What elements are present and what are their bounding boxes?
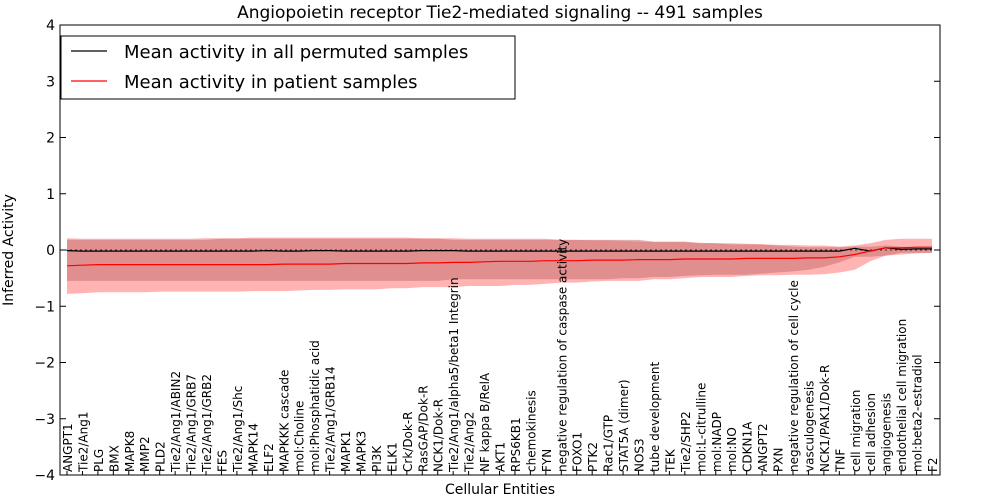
x-tick-label: ANGPT2 (756, 423, 770, 472)
x-tick-label: ELF2 (262, 443, 276, 472)
x-tick-label: Tie2/Ang1/GRB7 (185, 374, 199, 473)
x-tick-label: vasculogenesis (802, 381, 816, 472)
x-tick-label: NCK1/PAK1/Dok-R (818, 365, 832, 472)
x-tick-label: cell migration (849, 390, 863, 472)
x-tick-label: mol:beta2-estradiol (911, 354, 925, 472)
x-tick-label: Tie2/Ang1/GRB14 (324, 366, 338, 473)
x-tick-label: Tie2/Ang1/Shc (231, 386, 245, 473)
x-tick-label: mol:NO (725, 427, 739, 472)
x-tick-label: Crk/Dok-R (401, 411, 415, 472)
y-tick-label: −1 (34, 299, 55, 315)
x-tick-label: MAPK1 (339, 431, 353, 472)
x-tick-label: tube development (648, 361, 662, 472)
x-tick-label: MMP2 (138, 436, 152, 472)
y-tick-label: −2 (34, 356, 55, 372)
x-tick-label: CDKN1A (741, 421, 755, 472)
x-tick-label: negative regulation of caspase activity (555, 239, 569, 472)
x-tick-label: TEK (663, 448, 677, 473)
x-tick-label: NCK1/Dok-R (432, 399, 446, 472)
x-tick-label: cell adhesion (864, 393, 878, 472)
x-tick-label: FOXO1 (571, 432, 585, 472)
x-tick-label: F2 (926, 457, 940, 472)
x-tick-label: Tie2/Ang1/GRB2 (200, 374, 214, 473)
x-tick-label: MAPK3 (355, 431, 369, 472)
x-tick-label: MAPK8 (123, 431, 137, 472)
permuted-mean-line (66, 247, 932, 252)
x-tick-label: Tie2/SHP2 (679, 411, 693, 473)
x-tick-label: chemokinesis (524, 390, 538, 472)
x-tick-label: MAPKKK cascade (277, 370, 291, 472)
x-tick-label: FES (216, 450, 230, 472)
x-tick-label: mol:NADP (710, 412, 724, 472)
x-tick-label: angiogenesis (880, 393, 894, 472)
x-tick-label: NOS3 (633, 438, 647, 472)
x-tick-label: mol:Phosphatidic acid (308, 340, 322, 472)
x-tick-label: NF kappa B/RelA (478, 372, 492, 472)
chart-title: Angiopoietin receptor Tie2-mediated sign… (237, 3, 763, 23)
y-tick-label: 1 (46, 187, 55, 203)
x-tick-label: PLG (92, 449, 106, 472)
x-tick-label: PXN (772, 448, 786, 472)
x-tick-label: PLD2 (154, 441, 168, 472)
x-tick-label: mol:L-citrulline (694, 383, 708, 472)
x-tick-label: Tie2/Ang1/ABIN2 (169, 371, 183, 473)
x-tick-label: PTK2 (586, 442, 600, 472)
legend: Mean activity in all permuted samples Me… (60, 35, 516, 100)
x-tick-label: STAT5A (dimer) (617, 379, 631, 472)
x-tick-label: Rac1/GTP (602, 415, 616, 472)
x-tick-label: Tie2/Ang1 (76, 412, 90, 473)
x-tick-label: mol:Choline (293, 401, 307, 472)
x-tick-label: FYN (540, 449, 554, 472)
x-axis-label: Cellular Entities (445, 482, 555, 498)
x-tick-label: ANGPT1 (61, 423, 75, 472)
y-tick-label: 4 (46, 18, 55, 34)
x-tick-label: Tie2/Ang1/alpha5/beta1 Integrin (447, 277, 461, 473)
x-tick-label: negative regulation of cell cycle (787, 280, 801, 472)
x-tick-label: ELK1 (385, 442, 399, 472)
legend-box (60, 35, 516, 100)
permuted-activity-band (67, 238, 932, 281)
y-tick-label: 0 (46, 243, 55, 259)
y-tick-label: −3 (34, 412, 55, 428)
patient-mean-line (66, 246, 932, 267)
plot-area (59, 24, 941, 476)
y-axis-label: Inferred Activity (1, 194, 17, 306)
x-tick-label: RasGAP/Dok-R (416, 385, 430, 472)
y-tick-label: −4 (34, 468, 55, 484)
x-tick-label: endothelial cell migration (895, 319, 909, 472)
legend-patient-label: Mean activity in patient samples (124, 72, 418, 93)
y-tick-label: 2 (46, 131, 55, 147)
x-tick-label: BMX (107, 445, 121, 472)
x-tick-label: Tie2/Ang2 (463, 412, 477, 473)
legend-permuted-label: Mean activity in all permuted samples (124, 42, 468, 63)
x-tick-label: RPS6KB1 (509, 417, 523, 472)
y-tick-label: 3 (46, 74, 55, 90)
x-tick-label: MAPK14 (246, 423, 260, 472)
x-tick-label: AKT1 (494, 442, 508, 472)
x-tick-label: PI3K (370, 445, 384, 472)
x-tick-label: TNF (833, 449, 847, 473)
